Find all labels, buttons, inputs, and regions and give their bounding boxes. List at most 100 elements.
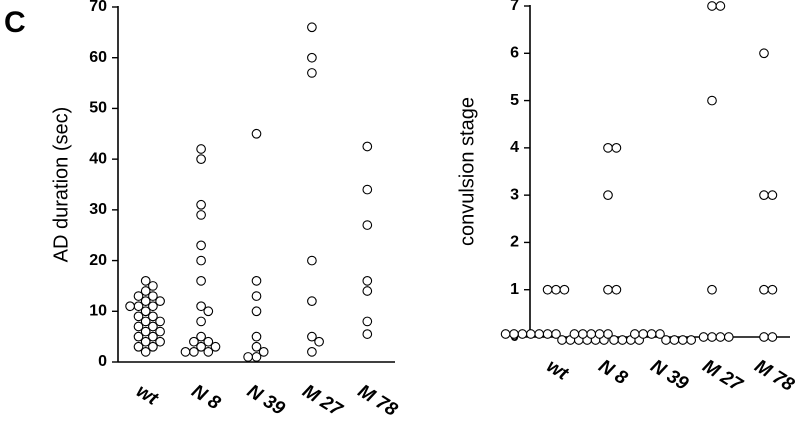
y-tick-label: 70 (89, 0, 107, 15)
data-point (362, 276, 373, 286)
data-point (362, 141, 373, 152)
data-point (155, 296, 165, 306)
data-point (196, 331, 206, 342)
data-point (715, 1, 726, 11)
data-point (759, 190, 769, 200)
x-tick-label: M 27 (699, 356, 747, 397)
data-point (594, 329, 605, 339)
data-point (362, 286, 373, 296)
data-point (715, 332, 726, 342)
data-point (646, 329, 657, 339)
data-point (251, 276, 262, 286)
data-point (686, 335, 697, 345)
y-tick-label: 2 (510, 234, 519, 251)
data-point (203, 306, 214, 317)
y-tick-label: 3 (510, 186, 519, 203)
data-point (140, 316, 151, 327)
data-point (140, 326, 151, 337)
data-point (196, 255, 206, 266)
data-point (759, 48, 769, 59)
data-point (133, 291, 144, 301)
data-point (559, 284, 570, 295)
data-point (196, 341, 206, 352)
data-point (617, 335, 628, 345)
y-tick-label: 5 (510, 92, 519, 109)
data-point (759, 284, 769, 295)
x-tick-label: wt (543, 356, 573, 385)
data-point (609, 335, 619, 345)
data-point (140, 296, 151, 306)
data-point (133, 331, 144, 342)
y-tick-label: 50 (89, 100, 107, 117)
y-axis-label: convulsion stage (456, 97, 478, 246)
data-point (148, 341, 158, 352)
data-point (551, 284, 561, 295)
data-point (140, 336, 151, 347)
x-tick-label: M 78 (354, 381, 401, 421)
data-point (509, 329, 519, 339)
data-point (148, 301, 158, 312)
x-tick-label: M 27 (299, 381, 347, 422)
data-point (577, 329, 588, 339)
data-point (517, 329, 528, 339)
data-point (698, 332, 709, 342)
y-tick-label: 40 (89, 150, 107, 167)
data-point (196, 154, 206, 164)
y-tick-label: 6 (510, 45, 519, 62)
data-point (251, 352, 262, 362)
data-point (148, 331, 158, 342)
data-point (611, 143, 622, 153)
panel-label: C (4, 6, 26, 39)
data-point (258, 347, 269, 357)
data-point (251, 291, 262, 301)
data-point (362, 220, 373, 230)
data-point (500, 329, 511, 339)
data-point (140, 347, 151, 357)
data-point (148, 311, 158, 322)
data-point (707, 1, 717, 11)
data-point (196, 144, 206, 154)
y-tick-label: 20 (89, 252, 107, 269)
y-tick-label: 7 (510, 0, 519, 14)
data-point (307, 255, 317, 266)
data-point (767, 284, 778, 295)
x-tick-label: N 39 (647, 356, 693, 395)
data-point (148, 291, 158, 301)
data-point (155, 336, 165, 347)
y-tick-label: 60 (89, 49, 107, 66)
data-point (307, 22, 317, 33)
y-tick-label: 10 (89, 303, 107, 320)
data-point (707, 332, 717, 342)
data-point (557, 335, 567, 345)
y-tick-label: 4 (510, 139, 519, 156)
data-point (534, 329, 545, 339)
y-tick-label: 1 (510, 281, 519, 298)
data-point (307, 331, 317, 342)
data-point (180, 347, 191, 357)
x-tick-label: N 8 (188, 381, 225, 415)
data-point (133, 341, 144, 352)
x-tick-label: M 78 (751, 356, 798, 396)
x-tick-label: N 8 (595, 356, 632, 390)
data-point (362, 329, 373, 339)
y-tick-label: 30 (89, 201, 107, 218)
data-point (677, 335, 688, 345)
data-point (307, 296, 317, 306)
data-point (155, 316, 165, 327)
data-point (203, 336, 214, 347)
data-point (307, 52, 317, 63)
data-point (638, 329, 649, 339)
x-tick-label: wt (132, 381, 162, 410)
data-point (525, 329, 536, 339)
data-point (542, 329, 553, 339)
x-tick-label: N 39 (243, 381, 289, 420)
data-point (251, 341, 262, 352)
data-point (759, 332, 769, 342)
data-point (148, 321, 158, 332)
data-point (307, 347, 317, 357)
data-point (140, 286, 151, 296)
data-point (767, 332, 778, 342)
data-point (542, 284, 553, 295)
data-point (603, 284, 613, 295)
